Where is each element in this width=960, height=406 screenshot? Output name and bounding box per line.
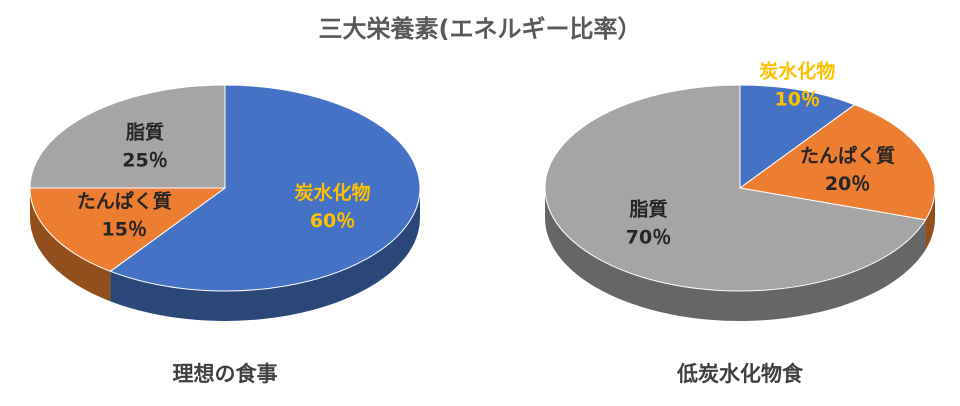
value-label: 15％ xyxy=(102,219,147,241)
pie-slice xyxy=(109,84,421,292)
category-label: たんぱく質 xyxy=(77,190,172,213)
value-label: 10％ xyxy=(775,88,820,110)
value-label: 70％ xyxy=(626,227,671,249)
chart-title: 三大栄養素(エネルギー比率） xyxy=(319,15,642,43)
value-label: 25％ xyxy=(122,149,167,171)
pie-side xyxy=(545,188,926,321)
pie-slice xyxy=(29,84,226,189)
pie-slice xyxy=(29,187,227,272)
pie-side xyxy=(110,188,421,321)
category-label: たんぱく質 xyxy=(800,144,895,167)
value-label: 20％ xyxy=(825,173,870,195)
category-label: 炭水化物 xyxy=(759,59,835,82)
pie-side xyxy=(925,188,935,250)
pie-slice xyxy=(544,84,927,292)
category-label: 炭水化物 xyxy=(295,181,371,204)
pie-side xyxy=(30,188,111,302)
pie-slice xyxy=(739,84,856,189)
pie-slice xyxy=(738,104,936,221)
pie-title: 理想の食事 xyxy=(173,362,278,386)
category-label: 脂質 xyxy=(126,120,164,143)
value-label: 60％ xyxy=(310,210,355,232)
category-label: 脂質 xyxy=(629,198,667,221)
pie-title: 低炭水化物食 xyxy=(676,362,804,386)
